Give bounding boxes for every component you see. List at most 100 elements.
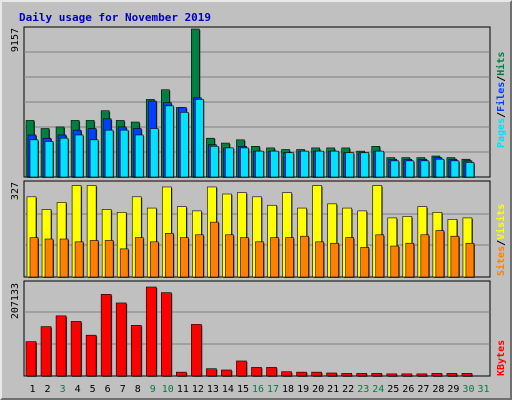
x-tick-label: 14 — [222, 384, 234, 395]
legend-entry: / — [496, 240, 507, 246]
bar-kbytes — [371, 373, 383, 377]
x-tick-label: 6 — [105, 384, 111, 395]
bar-kbytes — [115, 302, 127, 377]
legend: Pages/Files/Hits — [495, 52, 507, 148]
bar-pages — [29, 139, 39, 178]
bar-sites — [465, 242, 475, 278]
bar-sites — [435, 230, 445, 278]
bar-sites — [89, 240, 99, 278]
x-tick-label: 10 — [162, 384, 174, 395]
x-tick-label: 25 — [387, 384, 399, 395]
bar-sites — [59, 238, 69, 278]
x-tick-label: 15 — [237, 384, 249, 395]
legend-entry: / — [496, 112, 507, 118]
x-tick-label: 26 — [402, 384, 414, 395]
bar-pages — [330, 150, 339, 178]
bar-pages — [420, 160, 430, 178]
bar-sites — [390, 245, 400, 278]
legend-entry: / — [496, 76, 507, 82]
bar-kbytes — [100, 294, 112, 377]
bar-kbytes — [416, 373, 428, 377]
bar-sites — [270, 237, 279, 278]
y-max-label: 9157 — [10, 28, 21, 52]
bar-pages — [119, 129, 129, 178]
bar-kbytes — [386, 373, 398, 377]
bar-sites — [420, 234, 430, 278]
x-tick-label: 17 — [267, 384, 279, 395]
bar-sites — [104, 240, 114, 278]
bar-kbytes — [236, 360, 247, 377]
bar-pages — [255, 150, 264, 178]
bar-kbytes — [251, 367, 262, 377]
bar-kbytes — [145, 286, 157, 377]
bar-sites — [180, 237, 189, 278]
bar-sites — [255, 241, 264, 278]
bar-pages — [360, 152, 370, 178]
bar-sites — [450, 235, 460, 278]
bar-kbytes — [85, 334, 97, 377]
bar-sites — [225, 234, 234, 278]
legend: Sites/Visits — [495, 204, 507, 276]
y-max-label: 327 — [10, 182, 21, 200]
bar-pages — [210, 145, 219, 178]
x-tick-label: 5 — [90, 384, 96, 395]
x-tick-label: 28 — [432, 384, 444, 395]
x-tick-label: 13 — [207, 384, 219, 395]
x-tick-label: 21 — [327, 384, 339, 395]
x-tick-label: 12 — [192, 384, 204, 395]
bar-kbytes — [311, 371, 322, 377]
bar-kbytes — [160, 292, 172, 377]
legends: Pages/Files/Hits Sites/Visits KBytes — [495, 52, 507, 376]
bar-pages — [285, 152, 294, 178]
bar-pages — [315, 150, 324, 178]
bar-sites — [330, 242, 339, 278]
bar-pages — [465, 162, 475, 178]
legend-entry: Sites — [495, 246, 507, 276]
bar-pages — [195, 99, 204, 178]
bar-sites — [164, 233, 174, 278]
bar-pages — [270, 150, 279, 178]
bar-kbytes — [70, 321, 82, 377]
bar-pages — [89, 139, 99, 178]
legend-entry: Files — [495, 82, 507, 112]
bar-pages — [180, 112, 189, 178]
y-axis-labels: 9157 327 207133 — [10, 28, 21, 319]
x-tick-label: 27 — [417, 384, 429, 395]
bar-kbytes — [341, 373, 352, 377]
bar-pages — [149, 128, 159, 178]
bar-kbytes — [356, 373, 368, 377]
bar-sites — [149, 241, 159, 278]
x-tick-label: 22 — [342, 384, 354, 395]
bar-sites — [240, 237, 249, 278]
x-tick-label: 20 — [312, 384, 324, 395]
x-tick-label: 19 — [297, 384, 309, 395]
x-tick-label: 8 — [135, 384, 141, 395]
x-tick-label: 16 — [252, 384, 264, 395]
bar-sites — [405, 242, 415, 278]
bar-sites — [44, 238, 54, 278]
bar-kbytes — [40, 326, 52, 377]
bar-kbytes — [446, 373, 458, 377]
bar-pages — [225, 147, 234, 178]
bar-pages — [104, 129, 114, 178]
bar-kbytes — [206, 368, 217, 377]
bar-sites — [375, 234, 385, 278]
legend-entry: KBytes — [496, 340, 507, 376]
bar-kbytes — [401, 373, 413, 377]
bar-pages — [435, 158, 445, 178]
x-tick-label: 11 — [177, 384, 189, 395]
bar-kbytes — [461, 373, 473, 377]
x-tick-label: 18 — [282, 384, 294, 395]
bar-sites — [134, 237, 144, 278]
legend-entry: Pages — [496, 118, 507, 148]
chart-title: Daily usage for November 2019 — [19, 11, 211, 24]
bar-pages — [240, 147, 249, 178]
bar-pages — [164, 105, 174, 178]
bar-sites — [210, 221, 219, 278]
bar-sites — [315, 241, 324, 278]
x-tick-label: 23 — [357, 384, 369, 395]
x-tick-label: 9 — [150, 384, 156, 395]
bar-pages — [390, 160, 400, 178]
x-tick-label: 1 — [30, 384, 36, 395]
bar-pages — [74, 134, 84, 178]
